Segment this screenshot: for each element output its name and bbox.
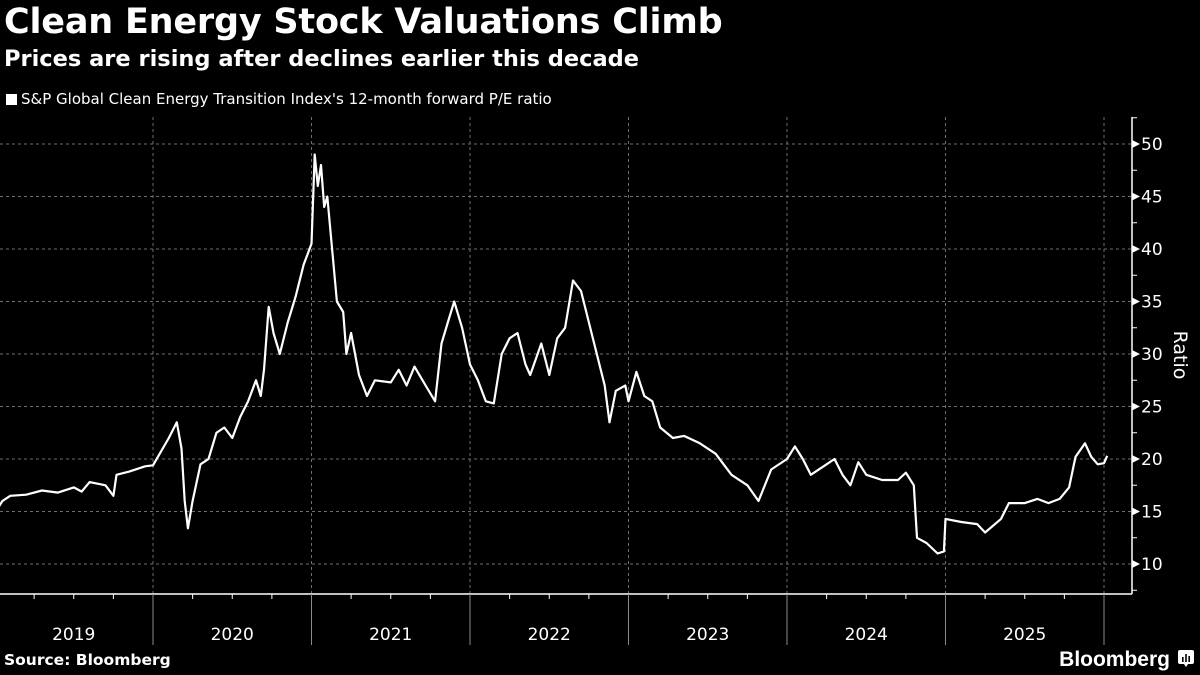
y-tick-marker xyxy=(1132,245,1140,253)
x-tick-label: 2023 xyxy=(686,625,729,645)
y-tick-marker xyxy=(1132,402,1140,411)
legend-swatch xyxy=(6,93,17,105)
x-tick-label: 2019 xyxy=(52,625,95,645)
source-note: Source: Bloomberg xyxy=(4,651,171,669)
x-axis-ticks: 2019 2020 2021 2022 2023 2024 2025 xyxy=(33,594,1105,645)
y-tick-marker xyxy=(1132,297,1140,306)
y-tick-label: 45 xyxy=(1141,188,1163,208)
y-tick-label: 10 xyxy=(1141,555,1163,575)
series-line-pe-ratio xyxy=(0,153,1109,555)
y-tick-label: 40 xyxy=(1141,240,1163,260)
y-tick-marker xyxy=(1132,507,1140,516)
y-tick-label: 20 xyxy=(1141,450,1163,470)
y-tick-label: 50 xyxy=(1141,135,1163,155)
bloomberg-logo: Bloomberg xyxy=(1059,648,1170,671)
y-tick-label: 25 xyxy=(1141,398,1163,418)
chart-title: Clean Energy Stock Valuations Climb xyxy=(4,2,723,42)
legend: S&P Global Clean Energy Transition Index… xyxy=(6,90,552,108)
x-tick-label: 2025 xyxy=(1003,625,1046,645)
bloomberg-chart-icon xyxy=(1178,650,1194,667)
x-tick-label: 2024 xyxy=(845,625,888,645)
y-tick-marker xyxy=(1132,140,1140,148)
grid-lines xyxy=(0,117,1132,594)
chart-subtitle: Prices are rising after declines earlier… xyxy=(4,46,640,72)
y-tick-marker xyxy=(1132,455,1140,463)
y-tick-marker xyxy=(1132,350,1140,358)
legend-label: S&P Global Clean Energy Transition Index… xyxy=(21,90,552,108)
x-tick-label: 2021 xyxy=(369,625,412,645)
y-tick-marker xyxy=(1132,192,1140,201)
y-tick-label: 35 xyxy=(1141,293,1163,313)
y-tick-label: 15 xyxy=(1141,503,1163,523)
y-tick-marker xyxy=(1132,560,1140,568)
y-axis-title: Ratio xyxy=(1169,331,1191,380)
x-tick-label: 2022 xyxy=(528,625,571,645)
x-tick-label: 2020 xyxy=(211,625,254,645)
y-tick-label: 30 xyxy=(1141,345,1163,365)
y-axis-ticks: 10 15 20 25 30 35 40 45 50 xyxy=(1132,117,1163,591)
